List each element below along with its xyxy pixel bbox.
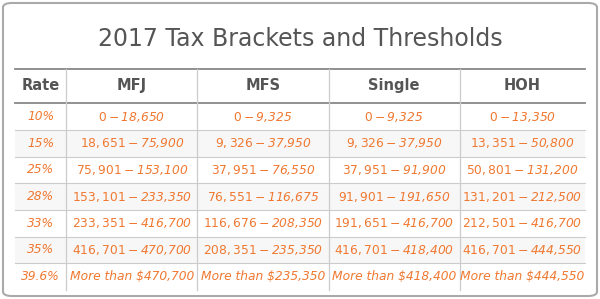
Text: $191,651-$416,700: $191,651-$416,700 xyxy=(334,216,454,230)
Text: 39.6%: 39.6% xyxy=(21,270,60,283)
Text: $212,501-$416,700: $212,501-$416,700 xyxy=(462,216,583,230)
Text: $416,701-$418,400: $416,701-$418,400 xyxy=(334,243,454,257)
Text: $131,201-$212,500: $131,201-$212,500 xyxy=(462,190,583,204)
Bar xyxy=(15,130,585,157)
Text: $13,351-$50,800: $13,351-$50,800 xyxy=(470,136,575,150)
Text: 15%: 15% xyxy=(27,137,54,150)
Bar xyxy=(15,103,585,130)
Bar xyxy=(15,263,585,290)
Text: 33%: 33% xyxy=(27,217,54,230)
Text: HOH: HOH xyxy=(504,78,541,94)
Text: $0-$9,325: $0-$9,325 xyxy=(364,109,424,123)
Text: $76,551-$116,675: $76,551-$116,675 xyxy=(207,190,319,204)
Text: $37,951-$76,550: $37,951-$76,550 xyxy=(211,163,315,177)
Text: $416,701-$444,550: $416,701-$444,550 xyxy=(462,243,583,257)
Bar xyxy=(15,210,585,237)
Text: 28%: 28% xyxy=(27,190,54,203)
Text: $9,326-$37,950: $9,326-$37,950 xyxy=(346,136,442,150)
Text: $18,651-$75,900: $18,651-$75,900 xyxy=(80,136,184,150)
Text: More than $470,700: More than $470,700 xyxy=(70,270,194,283)
Bar xyxy=(15,237,585,263)
Text: $37,951-$91,900: $37,951-$91,900 xyxy=(342,163,446,177)
Text: More than $444,550: More than $444,550 xyxy=(460,270,584,283)
Text: MFS: MFS xyxy=(245,78,281,94)
Text: $208,351-$235,350: $208,351-$235,350 xyxy=(203,243,323,257)
Text: $233,351-$416,700: $233,351-$416,700 xyxy=(72,216,192,230)
Text: 10%: 10% xyxy=(27,110,54,123)
Bar xyxy=(15,157,585,183)
Text: MFJ: MFJ xyxy=(117,78,147,94)
Text: $91,901-$191,650: $91,901-$191,650 xyxy=(338,190,450,204)
Text: $75,901-$153,100: $75,901-$153,100 xyxy=(76,163,188,177)
Text: $0-$13,350: $0-$13,350 xyxy=(489,109,556,123)
Text: 25%: 25% xyxy=(27,163,54,176)
Text: $416,701-$470,700: $416,701-$470,700 xyxy=(72,243,192,257)
FancyBboxPatch shape xyxy=(3,3,597,296)
Text: $50,801-$131,200: $50,801-$131,200 xyxy=(466,163,578,177)
Text: $116,676-$208,350: $116,676-$208,350 xyxy=(203,216,323,230)
Text: $9,326-$37,950: $9,326-$37,950 xyxy=(215,136,311,150)
Text: Rate: Rate xyxy=(22,78,60,94)
Text: $0-$18,650: $0-$18,650 xyxy=(98,109,166,123)
Text: More than $235,350: More than $235,350 xyxy=(201,270,325,283)
Text: More than $418,400: More than $418,400 xyxy=(332,270,456,283)
Text: Single: Single xyxy=(368,78,420,94)
Text: $153,101-$233,350: $153,101-$233,350 xyxy=(72,190,192,204)
Bar xyxy=(15,183,585,210)
Text: $0-$9,325: $0-$9,325 xyxy=(233,109,293,123)
Text: 2017 Tax Brackets and Thresholds: 2017 Tax Brackets and Thresholds xyxy=(98,27,502,51)
Text: 35%: 35% xyxy=(27,243,54,257)
